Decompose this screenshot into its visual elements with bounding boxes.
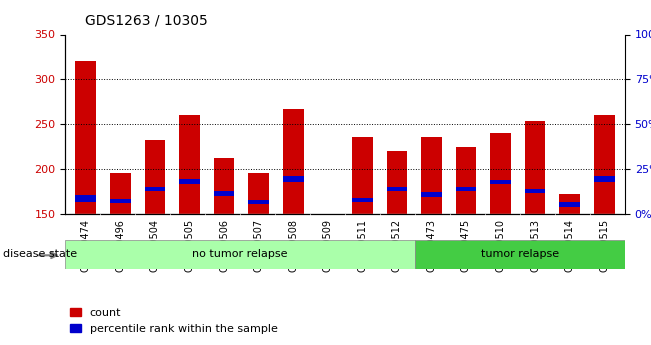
Text: GDS1263 / 10305: GDS1263 / 10305 [85, 14, 208, 28]
Bar [283, 109, 303, 214]
Bar [145, 187, 165, 191]
Bar [525, 189, 546, 193]
Bar [179, 179, 200, 184]
Bar [110, 172, 131, 214]
Bar [594, 176, 615, 181]
Bar [110, 199, 131, 203]
Text: tumor relapse: tumor relapse [481, 249, 559, 259]
Bar [421, 193, 442, 197]
FancyBboxPatch shape [415, 240, 625, 269]
Bar [456, 147, 477, 214]
Bar [594, 115, 615, 214]
Bar [248, 199, 269, 204]
Text: disease state: disease state [3, 249, 77, 258]
Bar [179, 115, 200, 214]
Bar [76, 61, 96, 214]
Bar [352, 198, 372, 202]
Bar [456, 187, 477, 191]
Text: no tumor relapse: no tumor relapse [192, 249, 288, 259]
Bar [283, 176, 303, 181]
Legend: count, percentile rank within the sample: count, percentile rank within the sample [65, 304, 282, 338]
Bar [387, 151, 408, 214]
Bar [525, 121, 546, 214]
Bar [559, 202, 580, 207]
Bar [490, 133, 511, 214]
Bar [214, 158, 234, 214]
Bar [214, 191, 234, 196]
Bar [248, 172, 269, 214]
Bar [559, 194, 580, 214]
Bar [387, 187, 408, 191]
Bar [421, 137, 442, 214]
Bar [145, 140, 165, 214]
Bar [76, 195, 96, 202]
Bar [352, 137, 372, 214]
FancyBboxPatch shape [65, 240, 415, 269]
Bar [490, 180, 511, 184]
